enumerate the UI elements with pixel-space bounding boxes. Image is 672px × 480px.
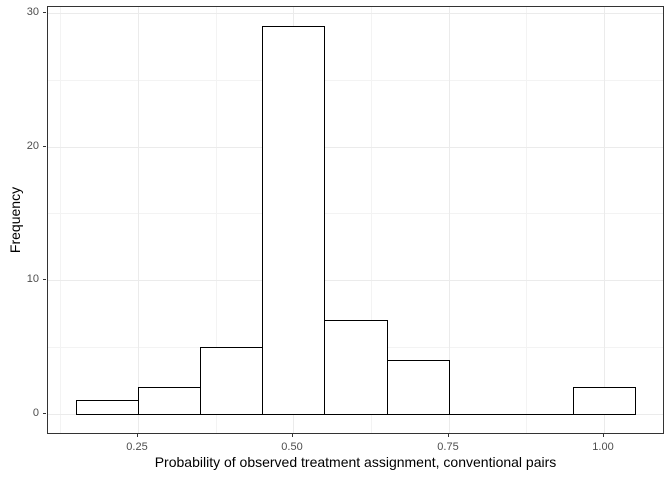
y-major-gridline bbox=[48, 13, 663, 14]
y-axis-tick bbox=[43, 413, 46, 414]
y-axis-tick bbox=[43, 146, 46, 147]
x-major-gridline bbox=[604, 7, 605, 433]
histogram-bar bbox=[200, 347, 263, 415]
x-axis-tick bbox=[137, 434, 138, 437]
x-minor-gridline bbox=[526, 7, 527, 433]
x-tick-label: 0.50 bbox=[281, 441, 303, 453]
y-tick-label: 30 bbox=[26, 6, 39, 18]
histogram-bar-zero bbox=[449, 414, 512, 415]
x-major-gridline bbox=[449, 7, 450, 433]
histogram-bar bbox=[262, 26, 325, 415]
x-minor-gridline bbox=[60, 7, 61, 433]
plot-panel bbox=[47, 6, 664, 434]
y-major-gridline bbox=[48, 147, 663, 148]
histogram-bar bbox=[324, 320, 388, 415]
y-axis-tick bbox=[43, 12, 46, 13]
x-axis-tick bbox=[603, 434, 604, 437]
y-tick-label: 10 bbox=[26, 273, 39, 285]
histogram-bar bbox=[76, 400, 139, 415]
y-axis-tick bbox=[43, 279, 46, 280]
x-axis-title: Probability of observed treatment assign… bbox=[154, 454, 557, 470]
x-minor-gridline bbox=[371, 7, 372, 433]
histogram-bar bbox=[387, 360, 450, 415]
x-major-gridline bbox=[138, 7, 139, 433]
x-tick-label: 0.25 bbox=[126, 441, 148, 453]
histogram-bar bbox=[573, 387, 636, 415]
y-major-gridline bbox=[48, 280, 663, 281]
y-axis-title: Frequency bbox=[7, 186, 23, 254]
x-minor-gridline bbox=[216, 7, 217, 433]
y-tick-label: 20 bbox=[26, 140, 39, 152]
y-tick-label: 0 bbox=[32, 407, 39, 419]
x-axis-tick bbox=[448, 434, 449, 437]
x-axis-tick bbox=[292, 434, 293, 437]
y-minor-gridline bbox=[48, 80, 663, 81]
histogram-bar-zero bbox=[511, 414, 574, 415]
histogram-bar bbox=[138, 387, 201, 415]
x-tick-label: 1.00 bbox=[592, 441, 614, 453]
y-minor-gridline bbox=[48, 213, 663, 214]
x-tick-label: 0.75 bbox=[437, 441, 459, 453]
